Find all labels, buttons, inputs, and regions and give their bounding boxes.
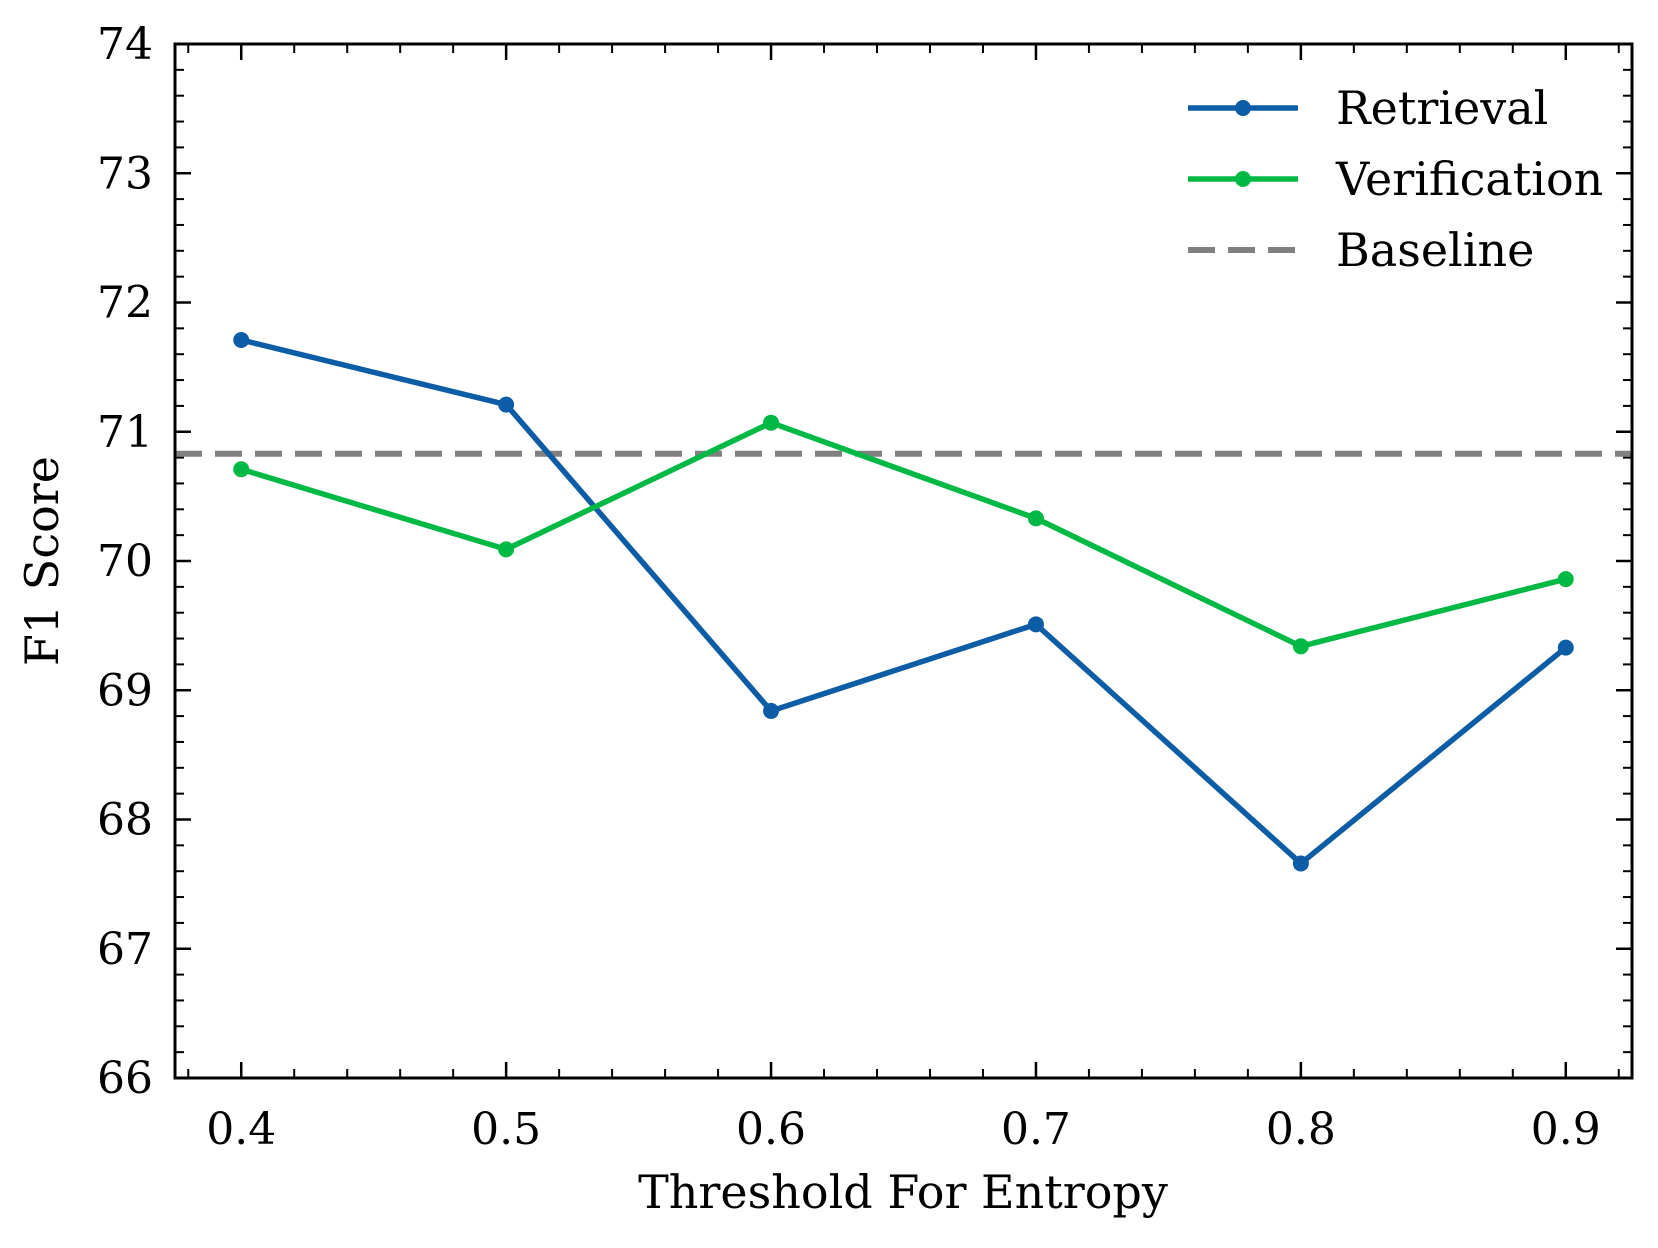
retrieval-point bbox=[1292, 855, 1309, 872]
verification-point bbox=[1292, 638, 1309, 655]
x-axis-label: Threshold For Entropy bbox=[638, 1165, 1168, 1219]
x-tick-label: 0.7 bbox=[1001, 1104, 1071, 1155]
retrieval-point bbox=[498, 396, 515, 413]
y-tick-label: 69 bbox=[97, 665, 153, 716]
retrieval-line bbox=[240, 337, 1568, 868]
labels-layer: 0.4 0.5 0.6 0.7 0.8 0.9 66 67 68 69 70 71 72 73 74 bbox=[97, 19, 1601, 1155]
verification-point bbox=[1557, 571, 1574, 588]
legend-retrieval-marker bbox=[1235, 100, 1251, 116]
verification-point bbox=[498, 541, 515, 558]
y-tick-label: 68 bbox=[97, 795, 153, 846]
retrieval-point bbox=[233, 331, 250, 348]
x-tick-label: 0.5 bbox=[471, 1104, 541, 1155]
x-tick-label: 0.4 bbox=[206, 1104, 276, 1155]
legend-verification-marker bbox=[1235, 171, 1251, 187]
legend-verification-label: Verification bbox=[1335, 152, 1603, 206]
y-tick-label: 73 bbox=[97, 148, 153, 199]
legend-baseline-label: Baseline bbox=[1336, 223, 1534, 277]
x-tick-label: 0.9 bbox=[1531, 1104, 1601, 1155]
verification-point bbox=[233, 461, 250, 478]
legend-retrieval-label: Retrieval bbox=[1336, 81, 1548, 135]
plot-frame bbox=[173, 42, 1634, 1080]
y-tick-label: 67 bbox=[97, 924, 153, 975]
y-tick-label: 70 bbox=[97, 536, 153, 587]
series-layer bbox=[233, 331, 1574, 872]
retrieval-point bbox=[1027, 616, 1044, 633]
x-tick-label: 0.6 bbox=[736, 1104, 806, 1155]
x-tick-label: 0.8 bbox=[1266, 1104, 1336, 1155]
retrieval-point bbox=[763, 702, 780, 719]
y-tick-label: 74 bbox=[97, 19, 153, 70]
verification-point bbox=[1027, 510, 1044, 527]
y-axis-label: F1 Score bbox=[15, 456, 69, 666]
legend: Retrieval Verification Baseline bbox=[1188, 81, 1603, 277]
verification-line bbox=[240, 419, 1567, 650]
retrieval-point bbox=[1557, 639, 1574, 656]
verification-point bbox=[763, 414, 780, 431]
y-tick-label: 72 bbox=[97, 278, 153, 329]
y-tick-label: 71 bbox=[97, 407, 153, 458]
y-tick-label: 66 bbox=[97, 1053, 153, 1104]
